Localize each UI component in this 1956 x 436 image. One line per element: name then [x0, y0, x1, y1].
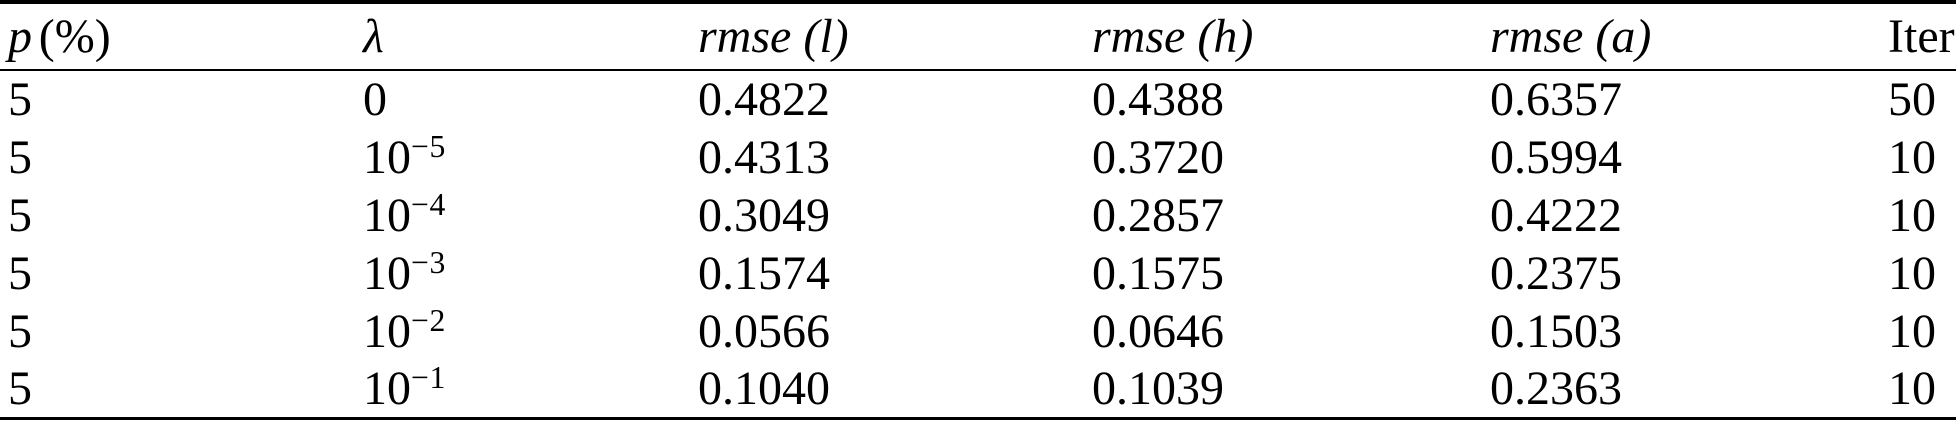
cell-rmse-l: 0.1040 — [698, 361, 830, 415]
results-table: p (%) λ rmse (l) rmse (h) rmse (a) Iter — [0, 0, 1956, 420]
header-rmse-a-label: rmse (a) — [1490, 10, 1652, 63]
cell-rmse-l: 0.4822 — [698, 73, 830, 126]
cell-rmse-h: 0.1575 — [1092, 246, 1224, 300]
lambda-base: 0 — [363, 73, 387, 126]
cell-rmse-l: 0.3049 — [698, 188, 830, 242]
cell-iter: 10 — [1888, 188, 1936, 242]
table-row: 5 10−2 0.0566 0.0646 0.1503 10 — [0, 302, 1956, 360]
lambda-symbol: λ — [363, 10, 384, 63]
cell-rmse-h: 0.3720 — [1092, 130, 1224, 184]
cell-rmse-l: 0.0566 — [698, 304, 830, 358]
cell-rmse-h: 0.4388 — [1092, 73, 1224, 126]
lambda-base: 10 — [363, 246, 411, 300]
cell-rmse-a: 0.1503 — [1490, 304, 1622, 358]
header-rmse-l: rmse (l) — [698, 2, 1092, 71]
header-iter: Iter — [1888, 2, 1956, 71]
cell-p: 5 — [8, 361, 32, 415]
lambda-exponent: −2 — [411, 302, 446, 338]
cell-rmse-a: 0.2363 — [1490, 361, 1622, 415]
header-iter-label: Iter — [1888, 10, 1955, 63]
cell-p: 5 — [8, 188, 32, 242]
table-row: 5 10−1 0.1040 0.1039 0.2363 10 — [0, 360, 1956, 418]
cell-rmse-l: 0.4313 — [698, 130, 830, 184]
cell-iter: 10 — [1888, 130, 1936, 184]
table-row: 5 10−3 0.1574 0.1575 0.2375 10 — [0, 244, 1956, 302]
header-rmse-h: rmse (h) — [1092, 2, 1490, 71]
lambda-base: 10 — [363, 130, 411, 184]
cell-iter: 10 — [1888, 304, 1936, 358]
header-lambda: λ — [363, 2, 698, 71]
cell-lambda: 10−5 — [363, 128, 698, 186]
lambda-exponent: −3 — [411, 244, 446, 280]
lambda-exponent: −1 — [411, 359, 446, 395]
cell-rmse-a: 0.4222 — [1490, 188, 1622, 242]
lambda-base: 10 — [363, 361, 411, 415]
cell-iter: 10 — [1888, 361, 1936, 415]
cell-rmse-a: 0.2375 — [1490, 246, 1622, 300]
header-rmse-l-label: rmse (l) — [698, 10, 849, 63]
cell-p: 5 — [8, 130, 32, 184]
header-rmse-a: rmse (a) — [1490, 2, 1888, 71]
cell-rmse-h: 0.0646 — [1092, 304, 1224, 358]
header-p-symbol: p — [8, 10, 32, 63]
table-header-row: p (%) λ rmse (l) rmse (h) rmse (a) Iter — [0, 2, 1956, 71]
cell-lambda: 10−2 — [363, 302, 698, 360]
table-row: 5 10−4 0.3049 0.2857 0.4222 10 — [0, 186, 1956, 244]
cell-rmse-h: 0.2857 — [1092, 188, 1224, 242]
cell-rmse-h: 0.1039 — [1092, 361, 1224, 415]
cell-lambda: 0 — [363, 70, 698, 128]
lambda-base: 10 — [363, 188, 411, 242]
cell-iter: 50 — [1888, 73, 1936, 126]
cell-lambda: 10−3 — [363, 244, 698, 302]
lambda-exponent: −4 — [411, 186, 446, 222]
cell-rmse-a: 0.5994 — [1490, 130, 1622, 184]
header-rmse-h-label: rmse (h) — [1092, 10, 1254, 63]
cell-iter: 10 — [1888, 246, 1936, 300]
cell-rmse-l: 0.1574 — [698, 246, 830, 300]
cell-p: 5 — [8, 246, 32, 300]
lambda-base: 10 — [363, 304, 411, 358]
table-row: 5 0 0.4822 0.4388 0.6357 50 — [0, 70, 1956, 128]
cell-p: 5 — [8, 304, 32, 358]
table-row: 5 10−5 0.4313 0.3720 0.5994 10 — [0, 128, 1956, 186]
cell-lambda: 10−1 — [363, 360, 698, 418]
cell-p: 5 — [8, 73, 32, 126]
header-p-percent: p (%) — [0, 2, 363, 71]
cell-lambda: 10−4 — [363, 186, 698, 244]
header-percent-unit: (%) — [38, 10, 111, 63]
cell-rmse-a: 0.6357 — [1490, 73, 1622, 126]
lambda-exponent: −5 — [411, 128, 446, 164]
